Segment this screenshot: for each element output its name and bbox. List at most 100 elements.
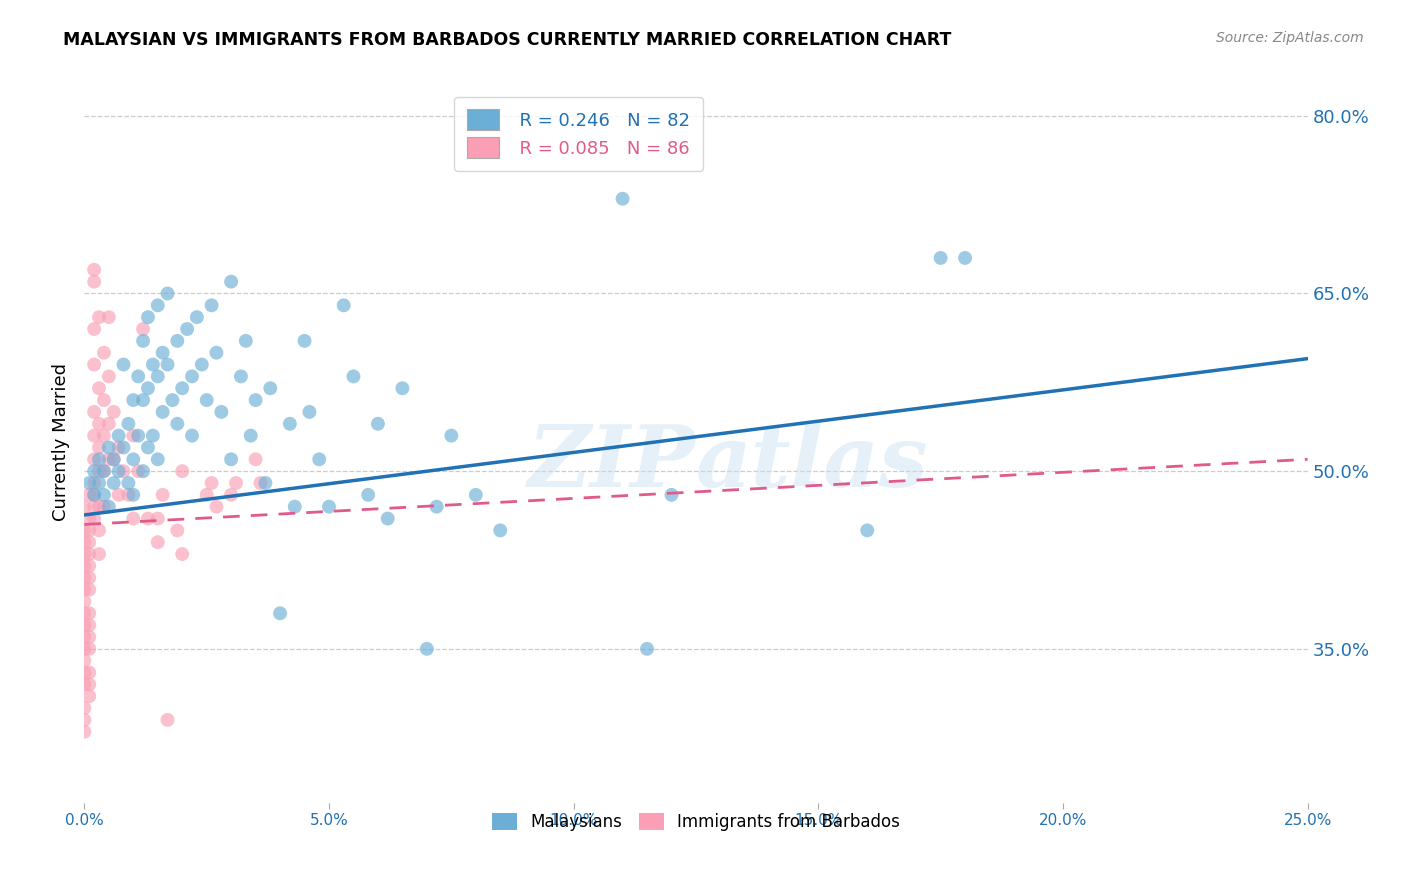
Point [87,310,110,325]
Point [73,618,96,632]
Point [83,511,105,525]
Point [107,441,129,455]
Point [83,488,105,502]
Point [83,464,105,478]
Point [87,417,110,431]
Point [132,464,155,478]
Point [93,488,115,502]
Point [298,405,321,419]
Point [107,488,129,502]
Point [200,475,222,490]
Point [225,475,247,490]
Point [77,524,100,538]
Point [103,475,125,490]
Point [77,607,100,621]
Point [77,475,100,490]
Point [612,192,634,206]
Point [186,310,208,325]
Point [229,369,252,384]
Point [284,500,307,514]
Point [73,665,96,680]
Point [107,428,129,442]
Point [294,334,316,348]
Point [103,452,125,467]
Point [73,724,96,739]
Point [87,441,110,455]
Point [117,417,139,431]
Point [127,428,149,442]
Point [146,452,169,467]
Point [87,524,110,538]
Point [367,417,389,431]
Point [97,441,120,455]
Point [181,369,204,384]
Point [73,654,96,668]
Point [93,464,115,478]
Point [146,298,169,312]
Point [205,345,228,359]
Point [73,524,96,538]
Point [97,369,120,384]
Point [209,405,232,419]
Point [77,677,100,691]
Point [152,488,174,502]
Point [136,441,159,455]
Point [245,452,267,467]
Point [87,381,110,395]
Point [146,511,169,525]
Point [342,369,364,384]
Point [122,488,145,502]
Point [172,381,194,395]
Point [77,558,100,573]
Point [127,369,149,384]
Point [426,500,449,514]
Point [112,358,135,372]
Point [73,582,96,597]
Point [191,358,214,372]
Point [83,358,105,372]
Point [249,475,271,490]
Point [77,571,100,585]
Point [97,310,120,325]
Point [162,393,184,408]
Point [259,381,281,395]
Point [77,488,100,502]
Point [87,547,110,561]
Point [122,393,145,408]
Point [117,475,139,490]
Point [122,511,145,525]
Point [122,428,145,442]
Point [77,618,100,632]
Point [377,511,399,525]
Point [83,488,105,502]
Point [142,428,165,442]
Point [77,582,100,597]
Point [73,641,96,656]
Point [136,310,159,325]
Point [195,488,218,502]
Point [87,464,110,478]
Point [77,547,100,561]
Point [172,464,194,478]
Point [73,558,96,573]
Point [73,535,96,549]
Point [142,358,165,372]
Point [152,345,174,359]
Point [219,488,242,502]
Point [83,428,105,442]
Point [83,452,105,467]
Point [83,262,105,277]
Point [146,369,169,384]
Legend: Malaysians, Immigrants from Barbados: Malaysians, Immigrants from Barbados [485,806,907,838]
Point [83,405,105,419]
Point [112,441,135,455]
Point [254,475,277,490]
Point [117,488,139,502]
Point [156,358,179,372]
Point [127,464,149,478]
Point [318,500,340,514]
Point [87,475,110,490]
Point [136,511,159,525]
Point [73,547,96,561]
Point [489,524,512,538]
